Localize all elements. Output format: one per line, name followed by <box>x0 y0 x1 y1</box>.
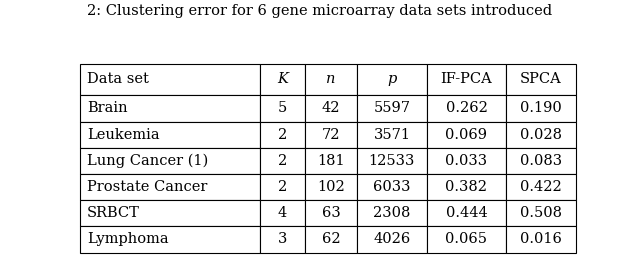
Text: 2: Clustering error for 6 gene microarray data sets introduced: 2: Clustering error for 6 gene microarra… <box>88 4 552 18</box>
